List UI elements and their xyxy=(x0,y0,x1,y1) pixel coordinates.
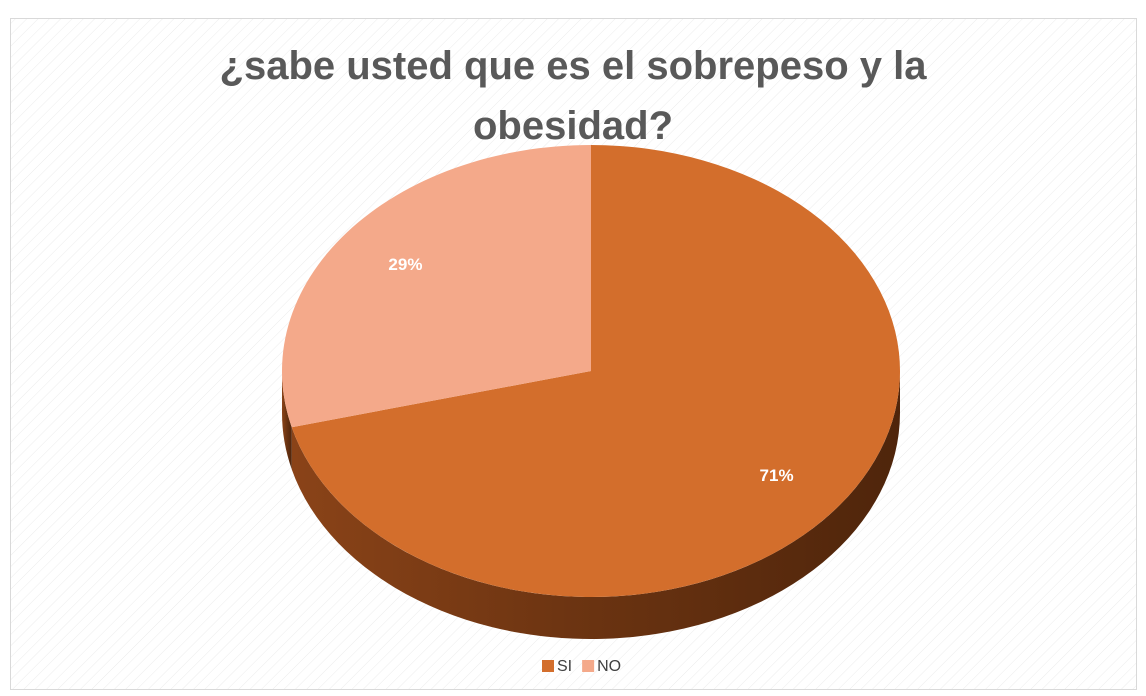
slice-side xyxy=(282,371,292,470)
chart-title: ¿sabe usted que es el sobrepeso y la obe… xyxy=(219,44,927,148)
slice xyxy=(291,145,901,597)
pie: 71% 29% xyxy=(282,145,901,640)
slice-side xyxy=(291,371,901,640)
data-label: 29% xyxy=(388,255,422,274)
data-label: 71% xyxy=(760,466,794,485)
legend-label: NO xyxy=(597,658,621,675)
legend: SI NO xyxy=(542,658,621,675)
slice xyxy=(282,145,591,428)
legend-swatch xyxy=(582,660,595,672)
legend-label: SI xyxy=(557,658,572,675)
legend-swatch xyxy=(542,660,554,672)
